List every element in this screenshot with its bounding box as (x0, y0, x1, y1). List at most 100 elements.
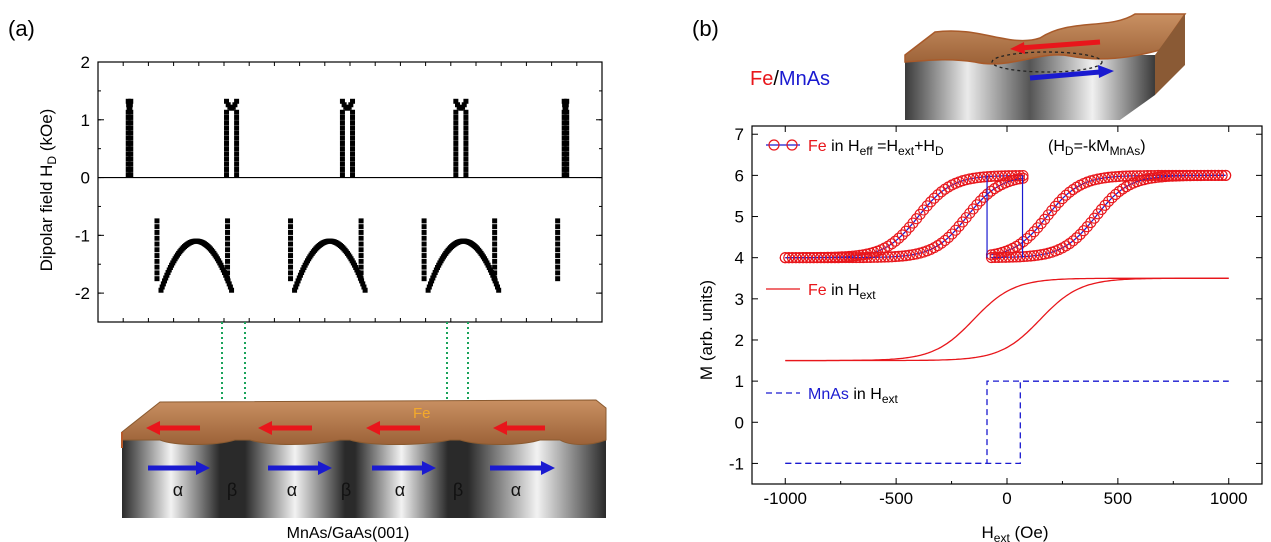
data-point (463, 114, 469, 120)
data-point (358, 241, 364, 247)
data-point (492, 241, 498, 247)
data-point (463, 140, 469, 146)
data-point (339, 156, 345, 162)
ytick-label-b: 7 (735, 125, 744, 144)
data-point (225, 102, 231, 108)
legend-fe-eff-text: Fe in Heff =Hext+HD (808, 138, 944, 158)
dipolar-field-chart: -2 -1 0 1 2 (75, 53, 603, 323)
data-point (555, 235, 561, 241)
fe-eff-left-upper-marker (896, 250, 908, 262)
sample-b-fe-top (904, 13, 1187, 65)
fe-eff-left-lower-marker (921, 200, 933, 212)
mnas-arrow-b (1029, 69, 1101, 81)
data-point (489, 270, 495, 276)
data-point (125, 114, 131, 120)
data-point (234, 151, 240, 157)
ytick-label-a: -1 (75, 226, 90, 245)
fe-eff-left-upper-marker (808, 252, 820, 264)
fe-eff-left-lower-marker (928, 192, 940, 204)
data-point (288, 224, 294, 230)
fe-eff-right-lower-marker (1060, 189, 1072, 201)
data-point (229, 287, 235, 293)
data-point (453, 140, 459, 146)
fe-eff-right-upper-marker (1202, 169, 1214, 182)
data-point (128, 98, 134, 104)
fe-eff-left-upper-marker (786, 252, 798, 264)
data-point (162, 278, 168, 284)
fe-eff-right-upper-marker (1028, 250, 1040, 262)
data-point (288, 258, 294, 264)
fe-eff-left-upper-marker (854, 251, 866, 264)
data-point (555, 270, 561, 276)
fe-eff-right-upper-marker (1106, 192, 1118, 204)
data-point (421, 253, 427, 259)
data-point (350, 135, 356, 141)
data-point (154, 276, 160, 282)
fe-arrowhead (258, 421, 272, 435)
fe-eff-right-lower-marker (1113, 170, 1125, 182)
data-point (561, 146, 567, 152)
data-point (154, 229, 160, 235)
fe-ext-branch-down (785, 277, 1229, 362)
xtick-label-b: -1000 (764, 489, 807, 508)
data-point (492, 247, 498, 253)
data-point (350, 98, 356, 104)
data-point (463, 130, 469, 136)
sample-caption: MnAs/GaAs(001) (287, 525, 410, 542)
data-point (288, 218, 294, 224)
data-point (564, 166, 570, 172)
data-point (453, 146, 459, 152)
data-point (154, 258, 160, 264)
data-point (492, 224, 498, 230)
data-point (564, 135, 570, 141)
data-point (224, 161, 230, 167)
data-point (339, 172, 345, 178)
xtick-label-b: 0 (1002, 489, 1011, 508)
data-point (564, 114, 570, 120)
fe-eff-right-lower-marker (1053, 196, 1065, 208)
fe-eff-right-lower-marker (1056, 193, 1068, 205)
data-point (125, 172, 131, 178)
data-point (355, 270, 361, 276)
data-point (348, 102, 354, 108)
data-point (564, 140, 570, 146)
alpha-column (245, 440, 345, 518)
data-point (561, 161, 567, 167)
data-point (154, 253, 160, 259)
fe-eff-right-lower-marker (1014, 238, 1026, 250)
data-point (224, 156, 230, 162)
legend-mnas-ext: MnAs in Hext (766, 386, 898, 406)
data-point (421, 276, 427, 282)
data-point (463, 135, 469, 141)
data-point (561, 166, 567, 172)
fe-eff-right-upper-marker (1220, 169, 1232, 181)
data-point (350, 146, 356, 152)
data-point (154, 241, 160, 247)
data-point (492, 218, 498, 224)
data-point (463, 166, 469, 172)
data-point (564, 98, 570, 104)
data-point (561, 130, 567, 136)
fe-eff-left-upper-marker (871, 251, 884, 263)
data-point (453, 151, 459, 157)
fe-eff-right-upper-marker (1212, 169, 1225, 181)
phase-label: β (227, 480, 237, 500)
fe-eff-left-upper-marker (836, 252, 848, 264)
ytick-label-a: 1 (81, 111, 90, 130)
data-point (339, 114, 345, 120)
data-point (555, 264, 561, 270)
data-point (358, 224, 364, 230)
data-point (225, 229, 231, 235)
fe-eff-left-lower-marker (978, 171, 990, 183)
data-point (128, 140, 134, 146)
fe-eff-left-lower-marker (932, 189, 944, 201)
xlabel-b: Hext (Oe) (981, 523, 1048, 542)
data-point (128, 135, 134, 141)
fe-eff-left-lower-marker (918, 204, 930, 216)
data-point (224, 166, 230, 172)
data-point (496, 287, 502, 293)
data-point (555, 229, 561, 235)
data-point (339, 125, 345, 131)
data-point (234, 156, 240, 162)
data-point (299, 270, 305, 276)
